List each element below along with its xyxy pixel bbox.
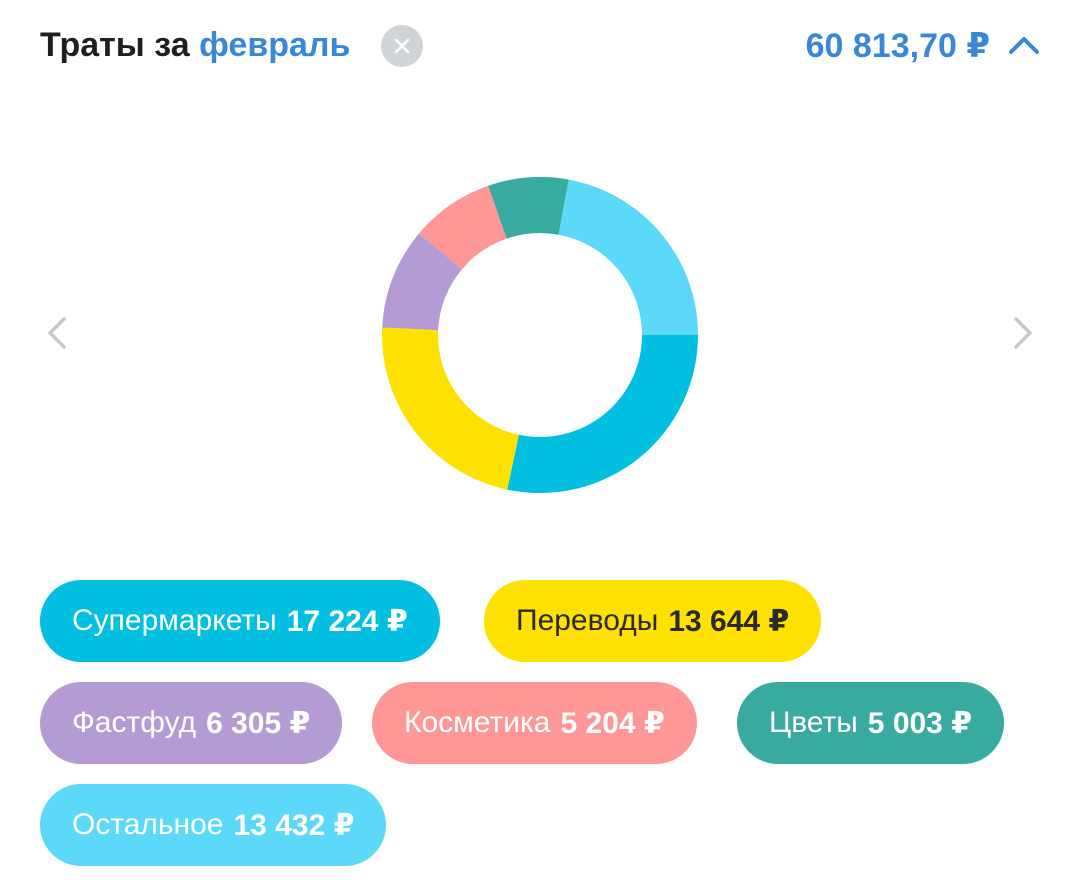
chip-amount: 5 204 ₽ xyxy=(560,706,665,740)
donut-slice-flowers xyxy=(488,177,569,239)
category-chip-transfers[interactable]: Переводы 13 644 ₽ xyxy=(484,580,822,662)
donut-slice-cosmetics xyxy=(419,185,507,270)
month-selector[interactable]: февраль xyxy=(199,26,351,64)
header: Траты за февраль 60 813,70 ₽ xyxy=(40,18,1042,70)
chip-label: Фастфуд xyxy=(72,706,197,739)
chip-label: Супермаркеты xyxy=(72,604,277,637)
category-chip-cosmetics[interactable]: Косметика 5 204 ₽ xyxy=(372,682,697,764)
title-prefix: Траты за xyxy=(40,26,190,64)
chip-amount: 13 432 ₽ xyxy=(233,808,355,842)
donut-slice-transfers xyxy=(381,327,519,490)
category-chip-fastfood[interactable]: Фастфуд 6 305 ₽ xyxy=(40,682,343,764)
chip-amount: 13 644 ₽ xyxy=(668,604,790,638)
chevron-up-icon xyxy=(1009,37,1039,54)
category-chip-supermarkets[interactable]: Супермаркеты 17 224 ₽ xyxy=(40,580,440,662)
chevron-left-icon xyxy=(48,317,66,349)
chip-label: Остальное xyxy=(72,808,224,841)
chip-amount: 6 305 ₽ xyxy=(206,706,311,740)
donut-slice-fastfood xyxy=(382,233,462,331)
chip-label: Цветы xyxy=(769,706,858,739)
page-title: Траты за февраль xyxy=(40,26,350,65)
close-icon xyxy=(394,38,410,54)
chip-amount: 5 003 ₽ xyxy=(867,706,973,740)
previous-month-button[interactable] xyxy=(42,313,72,353)
chip-label: Косметика xyxy=(404,706,551,739)
total-amount[interactable]: 60 813,70 ₽ xyxy=(805,27,990,65)
collapse-button[interactable] xyxy=(1006,30,1042,60)
next-month-button[interactable] xyxy=(1008,313,1038,353)
chevron-right-icon xyxy=(1014,317,1032,349)
spending-donut-chart xyxy=(381,177,698,494)
donut-slice-other xyxy=(558,179,698,335)
category-chip-other[interactable]: Остальное 13 432 ₽ xyxy=(40,784,387,866)
chip-amount: 17 224 ₽ xyxy=(286,604,408,638)
donut-slice-supermarkets xyxy=(507,335,698,494)
clear-filter-button[interactable] xyxy=(381,25,423,67)
category-chip-flowers[interactable]: Цветы 5 003 ₽ xyxy=(737,682,1005,764)
chip-label: Переводы xyxy=(516,604,659,637)
